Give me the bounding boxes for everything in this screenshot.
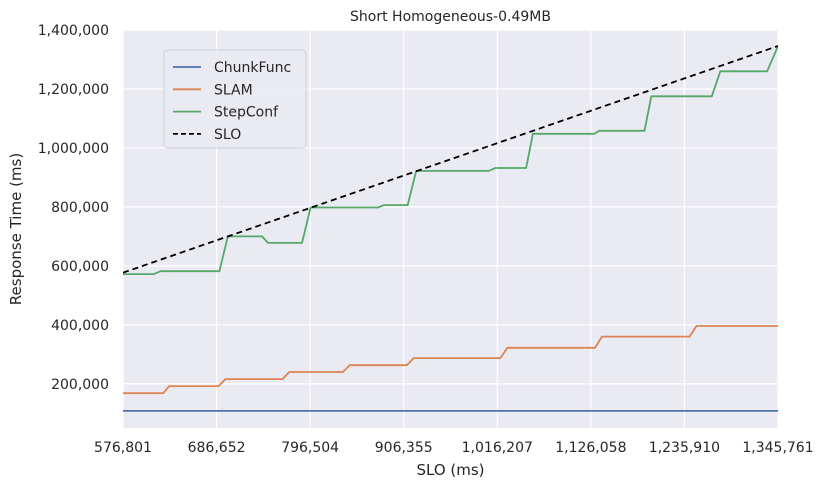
series-lines <box>123 45 778 412</box>
x-tick-label: 796,504 <box>281 440 339 456</box>
y-tick-label: 600,000 <box>51 259 109 275</box>
series-line-slo <box>123 45 778 274</box>
y-tick-label: 200,000 <box>51 377 109 393</box>
chart-title: Short Homogeneous-0.49MB <box>350 9 551 25</box>
y-tick-label: 1,200,000 <box>38 82 109 98</box>
y-axis-label: Response Time (ms) <box>7 153 25 305</box>
legend-box <box>163 49 307 149</box>
x-tick-label: 576,801 <box>94 440 152 456</box>
legend: ChunkFunc SLAM StepConf SLO <box>163 49 307 149</box>
x-tick-label: 1,126,058 <box>555 440 626 456</box>
y-tick-label: 1,400,000 <box>38 23 109 39</box>
legend-label: SLAM <box>214 82 253 98</box>
gridlines <box>122 29 779 428</box>
y-tick-label: 400,000 <box>51 318 109 334</box>
x-axis-label: SLO (ms) <box>416 461 484 479</box>
x-tick-label: 1,235,910 <box>649 440 720 456</box>
x-tick-label: 1,345,761 <box>742 440 813 456</box>
legend-label: SLO <box>214 127 241 143</box>
x-tick-label: 686,652 <box>188 440 246 456</box>
y-tick-labels: 200,000 400,000 600,000 800,000 1,000,000 1,2… <box>38 23 109 393</box>
x-tick-label: 906,355 <box>375 440 433 456</box>
legend-label: StepConf <box>214 105 279 121</box>
y-tick-label: 800,000 <box>51 200 109 216</box>
x-tick-label: 1,016,207 <box>462 440 533 456</box>
series-line-slam <box>123 325 778 395</box>
y-tick-label: 1,000,000 <box>38 141 109 157</box>
x-tick-labels: 576,801 686,652 796,504 906,355 1,016,207 1,1… <box>94 440 814 456</box>
legend-label: ChunkFunc <box>214 60 291 76</box>
